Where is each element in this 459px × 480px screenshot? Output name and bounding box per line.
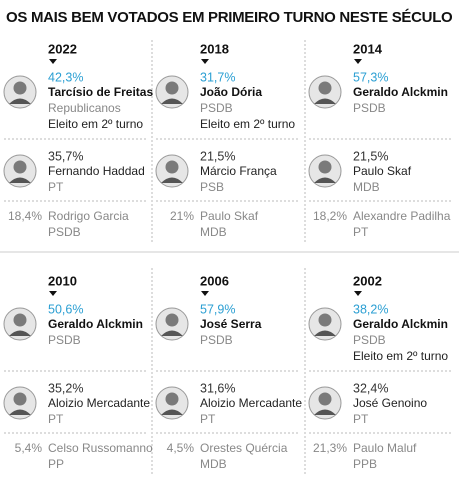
party: PSDB: [200, 101, 233, 115]
candidate-name: Aloizio Mercadante: [200, 396, 302, 410]
title: OS MAIS BEM VOTADOS EM PRIMEIRO TURNO NE…: [6, 9, 453, 26]
photo-head: [318, 81, 332, 95]
photo-head: [165, 313, 179, 327]
year-marker: [201, 291, 209, 296]
percentage: 31,6%: [200, 381, 235, 395]
percentage: 21,5%: [200, 149, 235, 163]
photo-head: [13, 81, 27, 95]
party: PT: [48, 412, 64, 426]
candidate-name: Orestes Quércia: [200, 441, 288, 455]
candidate-name: Geraldo Alckmin: [353, 85, 448, 99]
photo-head: [318, 392, 332, 406]
photo-body: [161, 330, 183, 336]
party: PT: [353, 412, 369, 426]
photo-head: [165, 392, 179, 406]
photo-head: [13, 392, 27, 406]
note: Eleito em 2º turno: [200, 117, 295, 131]
party: PSDB: [48, 333, 81, 347]
candidate-name: Geraldo Alckmin: [353, 317, 448, 331]
candidate-name: João Dória: [200, 85, 262, 99]
candidate-name: Aloizio Mercadante: [48, 396, 150, 410]
party: PSDB: [48, 225, 81, 239]
year: 2018: [200, 41, 229, 56]
percentage: 31,7%: [200, 70, 235, 84]
percentage: 35,7%: [48, 149, 83, 163]
percentage: 38,2%: [353, 302, 388, 316]
photo-head: [13, 313, 27, 327]
percentage: 50,6%: [48, 302, 83, 316]
photo-body: [9, 409, 31, 415]
party: PT: [200, 412, 216, 426]
party: MDB: [200, 225, 227, 239]
candidate-name: José Genoino: [353, 396, 427, 410]
year-marker: [354, 59, 362, 64]
percentage: 57,3%: [353, 70, 388, 84]
year-marker: [201, 59, 209, 64]
percentage: 21,3%: [313, 441, 347, 455]
year: 2014: [353, 41, 383, 56]
percentage: 18,2%: [313, 209, 347, 223]
percentage: 35,2%: [48, 381, 83, 395]
party: MDB: [353, 180, 380, 194]
candidate-name: Márcio França: [200, 164, 277, 178]
note: Eleito em 2º turno: [48, 117, 143, 131]
photo-head: [13, 160, 27, 174]
photo-body: [314, 177, 336, 183]
photo-head: [165, 160, 179, 174]
party: PP: [48, 457, 64, 471]
year: 2010: [48, 273, 77, 288]
photo-body: [314, 409, 336, 415]
party: PSDB: [200, 333, 233, 347]
party: MDB: [200, 457, 227, 471]
candidate-name: Paulo Skaf: [353, 164, 412, 178]
party: PT: [353, 225, 369, 239]
party: PSDB: [353, 333, 386, 347]
percentage: 32,4%: [353, 381, 388, 395]
photo-body: [9, 98, 31, 104]
candidate-name: Geraldo Alckmin: [48, 317, 143, 331]
percentage: 5,4%: [15, 441, 43, 455]
year: 2022: [48, 41, 77, 56]
party: PSB: [200, 180, 224, 194]
percentage: 18,4%: [8, 209, 42, 223]
year-marker: [49, 59, 57, 64]
candidate-name: Celso Russomanno: [48, 441, 153, 455]
party: PPB: [353, 457, 377, 471]
party: Republicanos: [48, 101, 121, 115]
candidate-name: José Serra: [200, 317, 262, 331]
percentage: 21,5%: [353, 149, 388, 163]
photo-body: [314, 330, 336, 336]
party: PSDB: [353, 101, 386, 115]
photo-body: [161, 177, 183, 183]
percentage: 21%: [170, 209, 194, 223]
party: PT: [48, 180, 64, 194]
candidate-name: Rodrigo Garcia: [48, 209, 129, 223]
note: Eleito em 2º turno: [353, 349, 448, 363]
year-marker: [49, 291, 57, 296]
candidate-name: Alexandre Padilha: [353, 209, 451, 223]
candidate-name: Paulo Maluf: [353, 441, 417, 455]
photo-head: [165, 81, 179, 95]
photo-body: [314, 98, 336, 104]
photo-body: [161, 409, 183, 415]
percentage: 57,9%: [200, 302, 235, 316]
photo-head: [318, 160, 332, 174]
year-marker: [354, 291, 362, 296]
photo-body: [9, 330, 31, 336]
candidate-name: Tarcísio de Freitas: [48, 85, 153, 99]
percentage: 4,5%: [167, 441, 195, 455]
photo-body: [161, 98, 183, 104]
year: 2002: [353, 273, 382, 288]
percentage: 42,3%: [48, 70, 83, 84]
candidate-name: Fernando Haddad: [48, 164, 145, 178]
candidate-name: Paulo Skaf: [200, 209, 259, 223]
photo-body: [9, 177, 31, 183]
photo-head: [318, 313, 332, 327]
year: 2006: [200, 273, 229, 288]
